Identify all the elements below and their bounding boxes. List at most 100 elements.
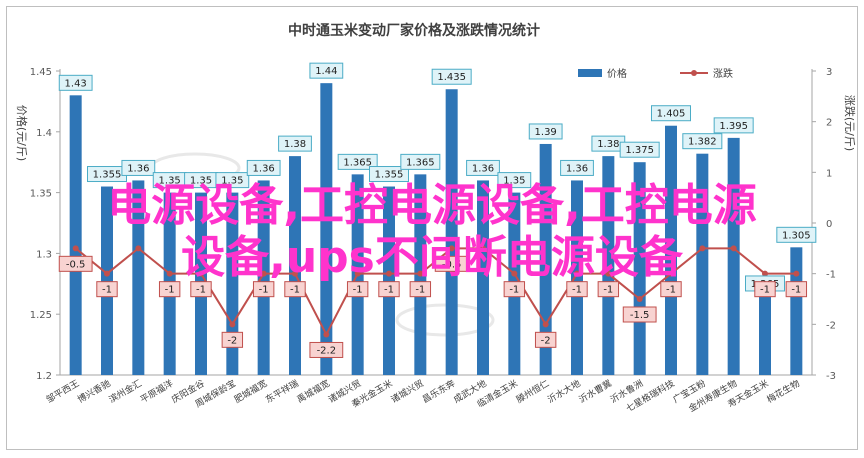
- x-tick-label: 沂水曹冀: [577, 377, 614, 405]
- price-label-box: [369, 166, 409, 183]
- change-point: [354, 270, 361, 277]
- price-data-label: 1.36: [566, 163, 588, 174]
- price-data-label: 1.36: [472, 163, 494, 174]
- change-label-box: [660, 281, 682, 298]
- change-point: [574, 270, 580, 277]
- change-data-label: -1: [259, 285, 269, 296]
- change-data-label: -1.5: [630, 310, 650, 321]
- price-label-box: [651, 105, 691, 122]
- y-tick-label: 1.4: [36, 128, 52, 139]
- price-label-box: [215, 172, 250, 189]
- change-data-label: -1: [415, 285, 425, 296]
- price-data-label: 1.39: [535, 127, 557, 138]
- price-label-box: [497, 172, 532, 189]
- price-data-label: 1.355: [93, 170, 122, 181]
- change-point: [699, 245, 706, 252]
- x-tick-label: 博兴香驰: [75, 377, 112, 405]
- price-data-label: 1.365: [343, 157, 372, 168]
- change-data-label: -1: [353, 285, 363, 296]
- change-point: [292, 270, 298, 277]
- change-data-label: -0.5: [66, 259, 86, 270]
- price-label-box: [431, 68, 472, 85]
- price-data-label: 1.36: [253, 163, 275, 174]
- change-data-label: -1: [509, 285, 519, 296]
- y-tick-label: 1.45: [30, 67, 52, 78]
- change-label-box: [566, 281, 588, 298]
- x-tick-label: 诸城兴贸: [389, 377, 426, 405]
- change-label-box: [346, 281, 369, 298]
- change-data-label: -2: [541, 335, 551, 346]
- change-label-box: [58, 255, 93, 272]
- y-axis-title: 价格(元/斤): [15, 105, 29, 161]
- change-label-box: [409, 281, 432, 298]
- price-bar: [69, 95, 82, 375]
- price-data-label: 1.43: [65, 78, 87, 89]
- change-point: [605, 270, 612, 277]
- price-label-box: [619, 141, 660, 158]
- change-point: [198, 270, 204, 277]
- price-bar: [759, 295, 771, 375]
- y2-tick-label: -2: [826, 320, 836, 331]
- price-label-box: [682, 133, 723, 150]
- y2-axis-title: 涨跌(元/斤): [843, 95, 857, 151]
- change-data-label: -1: [603, 285, 613, 296]
- change-label-box: [284, 281, 306, 298]
- y-tick-label: 1.3: [36, 249, 52, 260]
- price-data-label: 1.375: [625, 145, 654, 156]
- change-point: [104, 270, 110, 277]
- price-bar: [665, 125, 677, 375]
- price-data-label: 1.44: [315, 66, 337, 77]
- price-data-label: 1.365: [406, 157, 435, 168]
- y2-tick-label: 2: [826, 118, 832, 129]
- price-bar: [696, 153, 709, 375]
- change-data-label: -2.2: [317, 345, 337, 356]
- change-data-label: -1: [102, 285, 112, 296]
- price-data-label: 1.382: [688, 137, 717, 148]
- watermark-logo: [395, 303, 495, 337]
- x-tick-label: 东平祥瑞: [263, 377, 300, 405]
- price-bar: [790, 247, 803, 375]
- price-bar: [101, 186, 113, 375]
- price-data-label: 1.305: [782, 230, 811, 241]
- change-data-label: -0.5: [442, 259, 462, 270]
- change-point: [417, 270, 424, 277]
- y-tick-label: 1.25: [30, 310, 52, 321]
- y2-tick-label: 1: [826, 168, 832, 179]
- x-tick-label: 昌乐东奔: [420, 377, 457, 405]
- price-data-label: 1.395: [719, 121, 748, 132]
- change-data-label: -1: [666, 285, 676, 296]
- x-tick-label: 梅花生物: [765, 377, 802, 405]
- change-data-label: -1: [760, 285, 770, 296]
- change-point: [480, 245, 486, 252]
- y2-tick-label: 0: [826, 219, 832, 230]
- y2-tick-label: -3: [826, 371, 836, 382]
- change-label-box: [622, 306, 657, 323]
- price-bar: [477, 180, 489, 375]
- change-label-box: [309, 341, 344, 358]
- price-label-box: [337, 153, 378, 170]
- price-label-box: [713, 117, 754, 134]
- price-data-label: 1.35: [221, 176, 243, 187]
- price-data-label: 1.405: [657, 109, 686, 120]
- chart-title: 中时通玉米变动厂家价格及涨跌情况统计: [288, 22, 540, 39]
- change-data-label: -1: [384, 285, 394, 296]
- change-point: [229, 321, 236, 328]
- change-point: [542, 321, 549, 328]
- change-data-label: -1: [165, 285, 175, 296]
- x-tick-label: 平原福洋: [138, 377, 175, 405]
- legend-label-change: 涨跌: [713, 67, 733, 80]
- change-point: [166, 270, 173, 277]
- price-bar: [383, 186, 395, 375]
- change-label-box: [158, 281, 181, 298]
- change-label-box: [190, 281, 212, 298]
- y2-tick-label: 3: [826, 67, 832, 78]
- price-data-label: 1.36: [127, 163, 149, 174]
- change-point: [448, 245, 455, 252]
- change-label-box: [252, 281, 275, 298]
- change-label-box: [534, 331, 557, 348]
- price-bar: [257, 180, 270, 375]
- change-point: [762, 270, 768, 277]
- price-bar: [320, 83, 333, 375]
- price-label-box: [560, 159, 594, 176]
